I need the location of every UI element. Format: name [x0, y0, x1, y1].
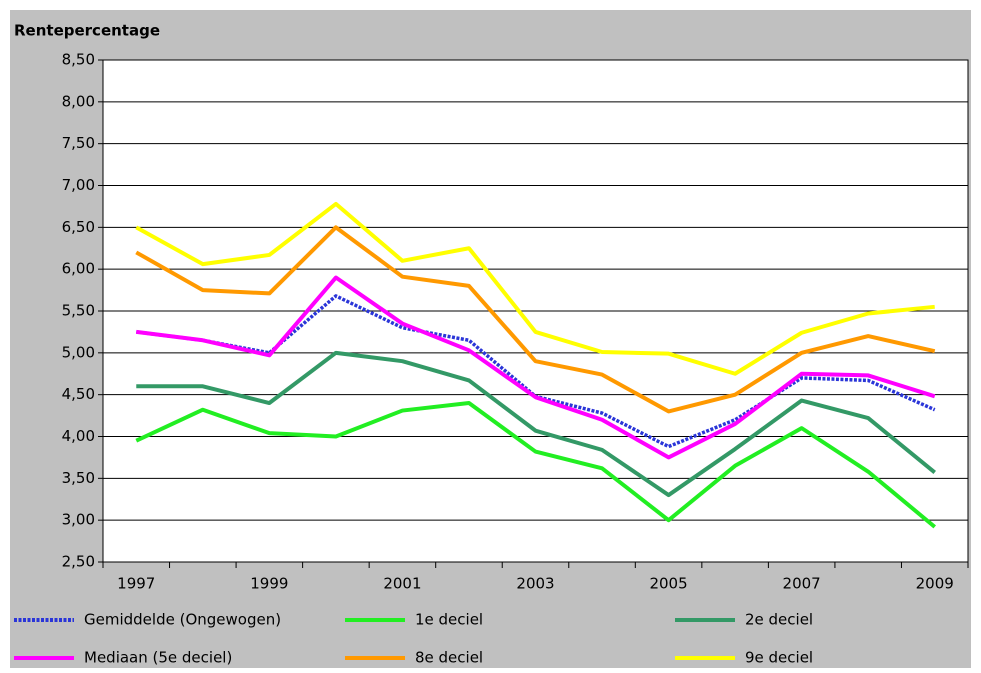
series-line	[135, 401, 937, 529]
legend-label: Mediaan (5e deciel)	[84, 649, 232, 667]
series-line	[136, 350, 936, 498]
series-line	[136, 275, 936, 460]
y-tick-label: 3,50	[62, 469, 95, 487]
x-tick-label: 2009	[916, 575, 954, 593]
legend-label: 8e deciel	[415, 649, 483, 667]
y-tick-label: 4,00	[62, 427, 95, 445]
legend-label: 1e deciel	[415, 611, 483, 629]
y-tick-label: 4,50	[62, 385, 95, 403]
y-tick-label: 6,50	[62, 218, 95, 236]
y-tick-label: 3,00	[62, 511, 95, 529]
series-line	[135, 201, 935, 376]
x-tick-label: 2001	[383, 575, 421, 593]
x-tick-label: 2007	[783, 575, 821, 593]
legend-label: 2e deciel	[745, 611, 813, 629]
legend-label: Gemiddelde (Ongewogen)	[84, 611, 281, 629]
x-tick-label: 1999	[250, 575, 288, 593]
y-tick-label: 8,00	[62, 92, 95, 110]
x-tick-label: 2003	[516, 575, 554, 593]
chart-title: Rentepercentage	[14, 22, 160, 40]
legend-label: 9e deciel	[745, 649, 813, 667]
series-line	[135, 225, 936, 414]
y-tick-label: 5,00	[62, 343, 95, 361]
y-tick-label: 8,50	[62, 51, 95, 69]
y-tick-label: 6,00	[62, 260, 95, 278]
y-tick-label: 5,50	[62, 302, 95, 320]
x-tick-label: 2005	[649, 575, 687, 593]
y-tick-label: 2,50	[62, 553, 95, 571]
y-tick-label: 7,00	[62, 176, 95, 194]
y-tick-label: 7,50	[62, 134, 95, 152]
x-tick-label: 1997	[117, 575, 155, 593]
